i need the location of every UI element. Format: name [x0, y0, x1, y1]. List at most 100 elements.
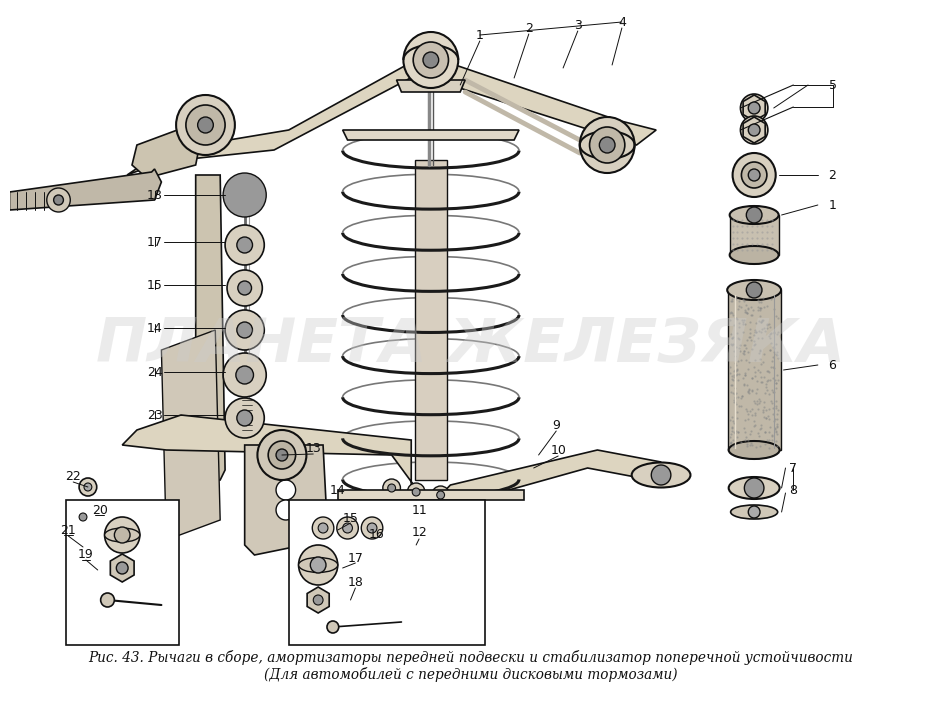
Circle shape [276, 480, 296, 500]
Circle shape [79, 478, 97, 496]
Polygon shape [343, 130, 519, 140]
Circle shape [431, 486, 449, 504]
Circle shape [318, 523, 328, 533]
Text: 2: 2 [525, 21, 533, 34]
Text: 22: 22 [65, 470, 81, 483]
Circle shape [740, 116, 768, 144]
Polygon shape [9, 169, 161, 210]
Circle shape [748, 124, 760, 136]
Circle shape [314, 595, 323, 605]
Circle shape [257, 430, 306, 480]
Circle shape [225, 225, 265, 265]
Polygon shape [245, 445, 328, 555]
Circle shape [382, 479, 400, 497]
Circle shape [236, 322, 252, 338]
Circle shape [748, 102, 760, 114]
Circle shape [362, 517, 382, 539]
Circle shape [741, 162, 767, 188]
Polygon shape [441, 450, 661, 505]
Circle shape [268, 441, 296, 469]
Ellipse shape [730, 206, 779, 224]
Text: 7: 7 [789, 462, 797, 475]
Circle shape [388, 484, 396, 492]
Text: 6: 6 [829, 359, 836, 372]
Circle shape [236, 410, 252, 426]
Circle shape [105, 517, 139, 553]
Circle shape [236, 237, 252, 253]
Text: 17: 17 [348, 551, 364, 564]
Text: 14: 14 [330, 483, 346, 496]
Circle shape [407, 483, 425, 501]
Text: 15: 15 [343, 511, 358, 525]
Circle shape [225, 398, 265, 438]
Text: 13: 13 [305, 442, 321, 455]
Text: 3: 3 [574, 19, 582, 32]
Ellipse shape [729, 477, 780, 499]
Ellipse shape [729, 441, 780, 459]
Circle shape [47, 188, 71, 212]
Circle shape [746, 207, 762, 223]
Circle shape [79, 513, 87, 521]
Circle shape [223, 353, 267, 397]
Ellipse shape [299, 558, 338, 573]
Text: 11: 11 [412, 503, 427, 516]
Polygon shape [9, 0, 933, 716]
Circle shape [276, 500, 296, 520]
Text: 16: 16 [369, 528, 385, 541]
Circle shape [186, 105, 225, 145]
Ellipse shape [727, 280, 781, 300]
Polygon shape [122, 415, 421, 495]
Circle shape [299, 545, 338, 585]
Circle shape [367, 523, 377, 533]
Text: 1: 1 [476, 29, 484, 42]
Text: Рис. 43. Рычаги в сборе, амортизаторы передней подвески и стабилизатор поперечно: Рис. 43. Рычаги в сборе, амортизаторы пе… [89, 650, 853, 664]
Polygon shape [415, 160, 447, 480]
Text: 2: 2 [829, 168, 836, 181]
Text: 8: 8 [789, 483, 797, 496]
Circle shape [101, 593, 114, 607]
Text: (Для автомобилей с передними дисковыми тормозами): (Для автомобилей с передними дисковыми т… [264, 667, 678, 682]
Text: 21: 21 [60, 523, 76, 536]
Circle shape [343, 523, 352, 533]
Circle shape [54, 195, 63, 205]
Text: 23: 23 [147, 409, 162, 422]
Text: 17: 17 [147, 236, 162, 248]
Circle shape [748, 169, 760, 181]
Circle shape [223, 173, 267, 217]
Text: 18: 18 [147, 188, 162, 201]
Circle shape [176, 95, 235, 155]
Circle shape [414, 42, 448, 78]
Circle shape [599, 137, 615, 153]
Polygon shape [196, 175, 225, 480]
Ellipse shape [105, 528, 139, 542]
Circle shape [748, 506, 760, 518]
Text: 1: 1 [829, 198, 836, 211]
Circle shape [198, 117, 213, 133]
Circle shape [310, 557, 326, 573]
Polygon shape [127, 65, 416, 175]
Polygon shape [397, 80, 465, 92]
Polygon shape [161, 330, 220, 540]
Circle shape [590, 127, 625, 163]
Text: 19: 19 [78, 548, 94, 561]
Circle shape [651, 465, 671, 485]
Circle shape [403, 32, 458, 88]
Polygon shape [446, 65, 657, 145]
Circle shape [413, 488, 420, 496]
Text: 18: 18 [348, 576, 364, 589]
Circle shape [313, 517, 333, 539]
Text: 9: 9 [552, 418, 560, 432]
Circle shape [740, 94, 768, 122]
Circle shape [276, 449, 288, 461]
Text: ПЛАНЕТА ЖЕЛЕЗЯКА: ПЛАНЕТА ЖЕЛЕЗЯКА [96, 316, 846, 374]
Circle shape [237, 281, 252, 295]
Circle shape [746, 282, 762, 298]
Circle shape [437, 491, 445, 499]
Circle shape [114, 527, 130, 543]
Text: 12: 12 [412, 526, 427, 539]
Polygon shape [338, 490, 524, 500]
Text: 5: 5 [829, 79, 836, 92]
Polygon shape [132, 125, 201, 178]
Circle shape [733, 153, 775, 197]
Text: 24: 24 [147, 365, 162, 379]
